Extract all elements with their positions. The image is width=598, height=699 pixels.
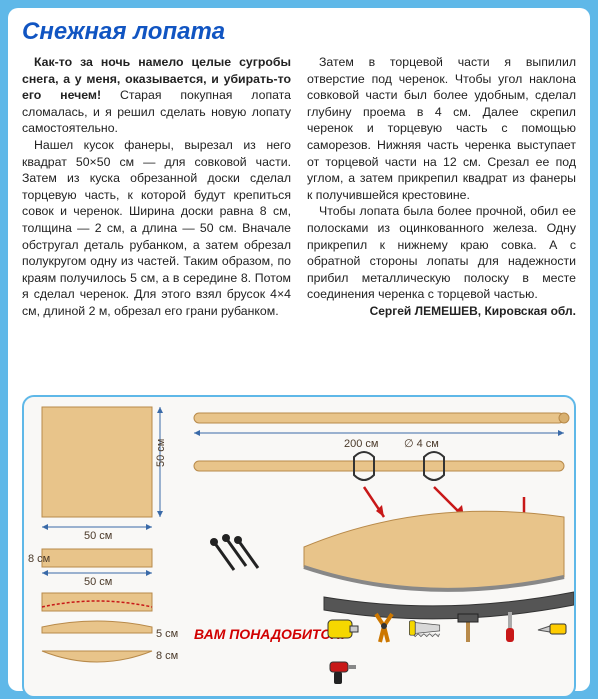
screws-icon [210, 534, 258, 570]
handle-rod [194, 413, 564, 423]
handle-rod-2 [194, 461, 564, 471]
you-will-need-label: ВАМ ПОНАДОБИТСЯ: [194, 626, 345, 642]
board-cut [42, 593, 152, 611]
author-line: Сергей ЛЕМЕШЕВ, Кировская обл. [307, 303, 576, 319]
dim-board-h: 8 см [28, 553, 50, 565]
article-title: Снежная лопата [22, 18, 576, 46]
utility-knife-icon [534, 610, 570, 646]
dim-sq-h: 50 см [155, 439, 167, 467]
article-body: Как-то за ночь намело целые сугробы снег… [22, 54, 576, 389]
plywood-square [42, 407, 152, 517]
tools-row [324, 610, 574, 688]
drill-icon [324, 652, 360, 688]
screwdriver-icon [492, 610, 528, 646]
hammer-icon [450, 610, 486, 646]
dim-curved-5: 5 см [156, 628, 178, 640]
p3: Чтобы лопата была более прочной, обил ее… [307, 203, 576, 303]
curved-bottom [42, 651, 152, 662]
p2: Затем в торцевой части я выпилил отверст… [307, 54, 576, 203]
article-page: Снежная лопата Как-то за ночь намело цел… [8, 8, 590, 691]
lead-paragraph: Как-то за ночь намело целые сугробы снег… [22, 54, 291, 137]
dim-handle-len: 200 см [344, 438, 378, 450]
p1: Нашел кусок фанеры, вырезал из него квад… [22, 137, 291, 320]
diagram-box: 50 см 50 см 8 см 50 см 5 см 8 см [22, 395, 576, 698]
dim-curved-8: 8 см [156, 650, 178, 662]
dim-board-w: 50 см [84, 576, 112, 588]
pliers-icon [366, 610, 402, 646]
board-rect [42, 549, 152, 567]
curved-top [42, 621, 152, 633]
dim-handle-dia: ∅ 4 см [404, 438, 439, 450]
dim-sq-w: 50 см [84, 530, 112, 542]
saw-icon [408, 610, 444, 646]
tape-measure-icon [324, 610, 360, 646]
